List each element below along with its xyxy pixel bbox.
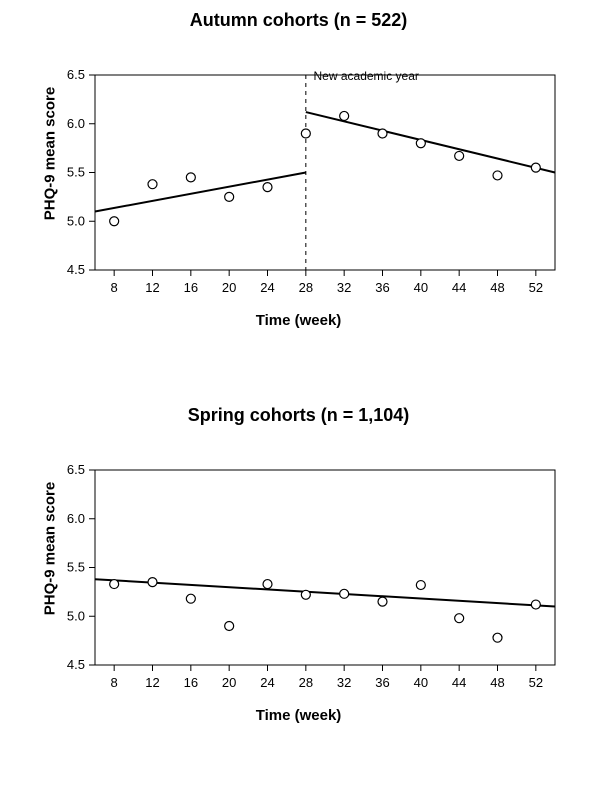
data-point (340, 589, 349, 598)
y-tick-label: 6.5 (67, 462, 85, 477)
x-tick-label: 36 (375, 280, 389, 295)
page-root: Autumn cohorts (n = 522) PHQ-9 mean scor… (0, 0, 597, 796)
data-point (148, 180, 157, 189)
x-tick-label: 44 (452, 675, 466, 690)
annotation-new-academic-year: New academic year (314, 69, 419, 83)
data-point (186, 594, 195, 603)
x-tick-label: 8 (111, 675, 118, 690)
x-tick-label: 48 (490, 675, 504, 690)
data-point (455, 614, 464, 623)
x-tick-label: 36 (375, 675, 389, 690)
y-tick-label: 4.5 (67, 657, 85, 672)
trend-line (95, 579, 555, 606)
y-tick-label: 5.5 (67, 165, 85, 180)
data-point (455, 151, 464, 160)
y-tick-label: 5.0 (67, 608, 85, 623)
y-tick-label: 6.5 (67, 67, 85, 82)
autumn-chart-svg: 8 12 16 20 24 28 32 36 40 44 48 52 4.5 5.0 5.5 6.0 6.5 Ne… (0, 20, 597, 330)
x-tick-label: 32 (337, 280, 351, 295)
data-point (110, 217, 119, 226)
autumn-x-axis-label: Time (week) (0, 312, 597, 329)
data-point (416, 581, 425, 590)
data-point (531, 600, 540, 609)
x-tick-label: 20 (222, 280, 236, 295)
spring-chart-svg: 8 12 16 20 24 28 32 36 40 44 48 52 4.5 5.0 5.5 6.0 6.5 (0, 415, 597, 725)
data-point (225, 622, 234, 631)
data-point (378, 129, 387, 138)
trend-line (95, 173, 306, 212)
data-point (416, 139, 425, 148)
data-point (493, 171, 502, 180)
x-tick-label: 32 (337, 675, 351, 690)
y-tick-label: 6.0 (67, 511, 85, 526)
data-point (301, 129, 310, 138)
data-point (225, 192, 234, 201)
x-tick-label: 12 (145, 675, 159, 690)
x-tick-label: 52 (529, 675, 543, 690)
y-tick-label: 5.5 (67, 560, 85, 575)
x-tick-label: 52 (529, 280, 543, 295)
y-tick-label: 4.5 (67, 262, 85, 277)
x-tick-label: 8 (111, 280, 118, 295)
spring-chart-block: Spring cohorts (n = 1,104) PHQ-9 mean sc… (0, 395, 597, 765)
data-point (531, 163, 540, 172)
y-tick-label: 6.0 (67, 116, 85, 131)
data-point (186, 173, 195, 182)
data-point (378, 597, 387, 606)
data-point (493, 633, 502, 642)
data-point (263, 183, 272, 192)
trend-line (306, 112, 555, 172)
x-tick-label: 40 (414, 280, 428, 295)
x-tick-label: 28 (299, 675, 313, 690)
x-tick-label: 20 (222, 675, 236, 690)
autumn-chart-block: Autumn cohorts (n = 522) PHQ-9 mean scor… (0, 0, 597, 370)
x-tick-label: 24 (260, 675, 274, 690)
x-tick-label: 48 (490, 280, 504, 295)
data-point (110, 580, 119, 589)
data-point (263, 580, 272, 589)
spring-x-axis-label: Time (week) (0, 707, 597, 724)
x-tick-label: 24 (260, 280, 274, 295)
data-point (340, 111, 349, 120)
x-tick-label: 28 (299, 280, 313, 295)
data-point (301, 590, 310, 599)
y-tick-label: 5.0 (67, 213, 85, 228)
x-tick-label: 16 (184, 675, 198, 690)
x-tick-label: 40 (414, 675, 428, 690)
data-point (148, 578, 157, 587)
x-tick-label: 16 (184, 280, 198, 295)
plot-frame (95, 470, 555, 665)
x-tick-label: 12 (145, 280, 159, 295)
plot-frame (95, 75, 555, 270)
x-tick-label: 44 (452, 280, 466, 295)
